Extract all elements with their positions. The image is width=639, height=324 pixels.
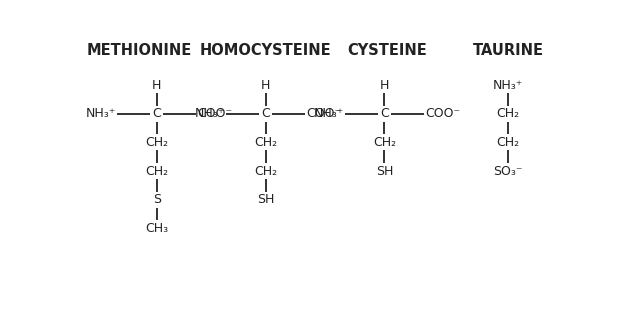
Text: CH₃: CH₃ bbox=[145, 222, 168, 235]
Text: H: H bbox=[261, 78, 270, 92]
Text: COO⁻: COO⁻ bbox=[306, 107, 341, 120]
Text: NH₃⁺: NH₃⁺ bbox=[493, 78, 523, 92]
Text: CH₂: CH₂ bbox=[254, 136, 277, 149]
Text: SH: SH bbox=[376, 165, 393, 178]
Text: CH₂: CH₂ bbox=[145, 165, 168, 178]
Text: NH₃⁺: NH₃⁺ bbox=[314, 107, 344, 120]
Text: COO⁻: COO⁻ bbox=[425, 107, 460, 120]
Text: CH₂: CH₂ bbox=[497, 107, 520, 120]
Text: CYSTEINE: CYSTEINE bbox=[347, 43, 427, 58]
Text: CH₂: CH₂ bbox=[373, 136, 396, 149]
Text: H: H bbox=[152, 78, 161, 92]
Text: NH₃⁺: NH₃⁺ bbox=[195, 107, 225, 120]
Text: CH₂: CH₂ bbox=[145, 136, 168, 149]
Text: HOMOCYSTEINE: HOMOCYSTEINE bbox=[200, 43, 332, 58]
Text: C: C bbox=[380, 107, 389, 120]
Text: SO₃⁻: SO₃⁻ bbox=[493, 165, 523, 178]
Text: S: S bbox=[153, 193, 160, 206]
Text: C: C bbox=[152, 107, 161, 120]
Text: C: C bbox=[261, 107, 270, 120]
Text: TAURINE: TAURINE bbox=[473, 43, 544, 58]
Text: SH: SH bbox=[257, 193, 274, 206]
Text: CH₂: CH₂ bbox=[497, 136, 520, 149]
Text: METHIONINE: METHIONINE bbox=[87, 43, 192, 58]
Text: H: H bbox=[380, 78, 389, 92]
Text: NH₃⁺: NH₃⁺ bbox=[86, 107, 116, 120]
Text: CH₂: CH₂ bbox=[254, 165, 277, 178]
Text: COO⁻: COO⁻ bbox=[197, 107, 233, 120]
